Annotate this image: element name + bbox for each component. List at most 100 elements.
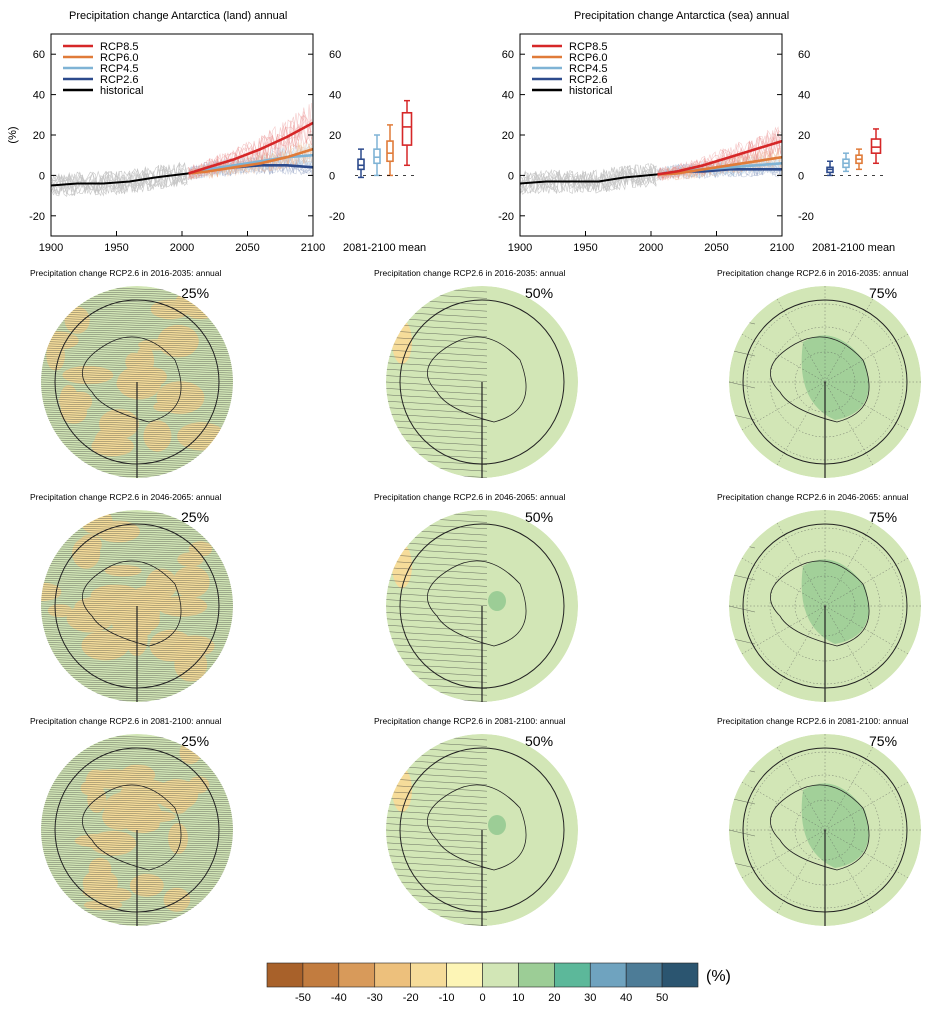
hatch-line xyxy=(386,631,488,638)
dry-patch xyxy=(156,779,199,811)
x-tick-label: 2100 xyxy=(770,242,794,254)
hatch-line xyxy=(41,354,233,361)
hatching xyxy=(386,734,488,926)
hatch-line xyxy=(386,554,488,562)
map-content xyxy=(386,286,578,478)
hatch-line xyxy=(41,821,233,828)
hatch-line xyxy=(386,644,488,651)
series-line-rcp60 xyxy=(657,155,783,176)
wet-patch xyxy=(488,591,506,611)
hatch-line xyxy=(41,575,233,583)
y-tick-label: 40 xyxy=(502,90,514,102)
coastline xyxy=(82,336,182,423)
hatch-line xyxy=(386,356,488,363)
y-tick-label-right: 20 xyxy=(798,130,810,142)
hatch-line xyxy=(41,324,233,331)
hatch-line xyxy=(386,592,488,600)
hatch-line xyxy=(41,377,233,384)
y-tick-label-right: 0 xyxy=(798,170,804,182)
hatch-line xyxy=(41,567,233,574)
model-run xyxy=(50,164,188,197)
hatch-line xyxy=(41,309,233,316)
model-run xyxy=(50,164,188,195)
hatch-line xyxy=(41,552,233,559)
hatch-line xyxy=(41,595,233,602)
x-tick-label: 2100 xyxy=(301,242,325,254)
hatch-line xyxy=(41,565,233,572)
latitude-circle xyxy=(769,774,881,886)
coastline xyxy=(770,784,870,871)
hatch-line xyxy=(41,597,233,604)
hatch-line xyxy=(41,311,233,318)
wet-continent xyxy=(801,559,869,644)
hatch-line xyxy=(729,286,756,293)
hatch-line xyxy=(386,874,488,882)
chart-title: Precipitation change Antarctica (sea) an… xyxy=(574,10,790,22)
map-percentile-label: 25% xyxy=(181,509,210,525)
model-run xyxy=(519,164,657,194)
hatch-line xyxy=(386,784,488,792)
hatch-line xyxy=(41,345,233,352)
y-tick-label-right: 0 xyxy=(329,170,335,182)
hatch-line xyxy=(386,330,488,338)
latitude-circle xyxy=(794,575,856,637)
hatch-line xyxy=(41,592,233,600)
y-tick-label-right: 40 xyxy=(329,90,341,102)
hatch-line xyxy=(41,556,233,564)
map-percentile-label: 25% xyxy=(181,285,210,301)
hatch-line xyxy=(41,371,233,378)
hatch-line xyxy=(41,578,233,585)
model-spread xyxy=(519,126,781,196)
hatch-line xyxy=(41,590,233,598)
hatch-line xyxy=(729,605,756,613)
hatch-line xyxy=(41,599,233,606)
map-content xyxy=(41,286,233,478)
legend-label: RCP6.0 xyxy=(100,52,139,64)
colorbar-tick-label: -50 xyxy=(295,992,311,1004)
map-content xyxy=(386,510,578,702)
plot-frame xyxy=(519,33,783,237)
hatch-line xyxy=(386,586,488,594)
hatch-line xyxy=(41,336,233,344)
x-tick-label: 2000 xyxy=(170,242,194,254)
hatch-line xyxy=(41,580,233,587)
map-title: Precipitation change RCP2.6 in 2046-2065… xyxy=(30,492,222,502)
sector-circle xyxy=(54,747,220,913)
hatch-line xyxy=(41,823,233,830)
colorbar-swatch xyxy=(374,962,411,988)
hatch-line xyxy=(386,407,488,414)
hatch-line xyxy=(41,548,233,555)
hatch-line xyxy=(386,823,488,830)
hatch-line xyxy=(729,445,756,453)
map-percentile-label: 50% xyxy=(525,509,554,525)
sector-circle xyxy=(399,747,565,913)
x-tick-label: 1900 xyxy=(39,242,63,254)
hatch-line xyxy=(41,795,233,803)
model-run xyxy=(50,161,188,197)
hatch-line xyxy=(41,588,233,596)
hatch-line xyxy=(41,804,233,811)
colorbar-tick-label: 30 xyxy=(584,992,596,1004)
hatch-line xyxy=(41,806,233,813)
hatch-line xyxy=(41,789,233,796)
colorbar-tick-label: -40 xyxy=(331,992,347,1004)
hatch-line xyxy=(41,808,233,815)
hatch-line xyxy=(386,861,488,869)
sector-circle xyxy=(399,523,565,689)
colorbar-tick-label: 50 xyxy=(656,992,668,1004)
hatch-line xyxy=(386,426,488,434)
model-run xyxy=(519,165,657,194)
hatch-line xyxy=(386,599,488,606)
box-iqr xyxy=(401,111,413,146)
map-title: Precipitation change RCP2.6 in 2081-2100… xyxy=(30,716,222,726)
y-tick-label: -20 xyxy=(29,211,45,223)
hatch-line xyxy=(386,343,488,350)
y-tick-label: 60 xyxy=(502,49,514,61)
hatch-line xyxy=(41,757,233,764)
hatch-line xyxy=(41,315,233,323)
hatch-line xyxy=(41,313,233,320)
hatch-line xyxy=(729,510,756,517)
hatch-line xyxy=(41,569,233,576)
hatch-line xyxy=(386,432,488,440)
hatch-line xyxy=(386,797,488,805)
